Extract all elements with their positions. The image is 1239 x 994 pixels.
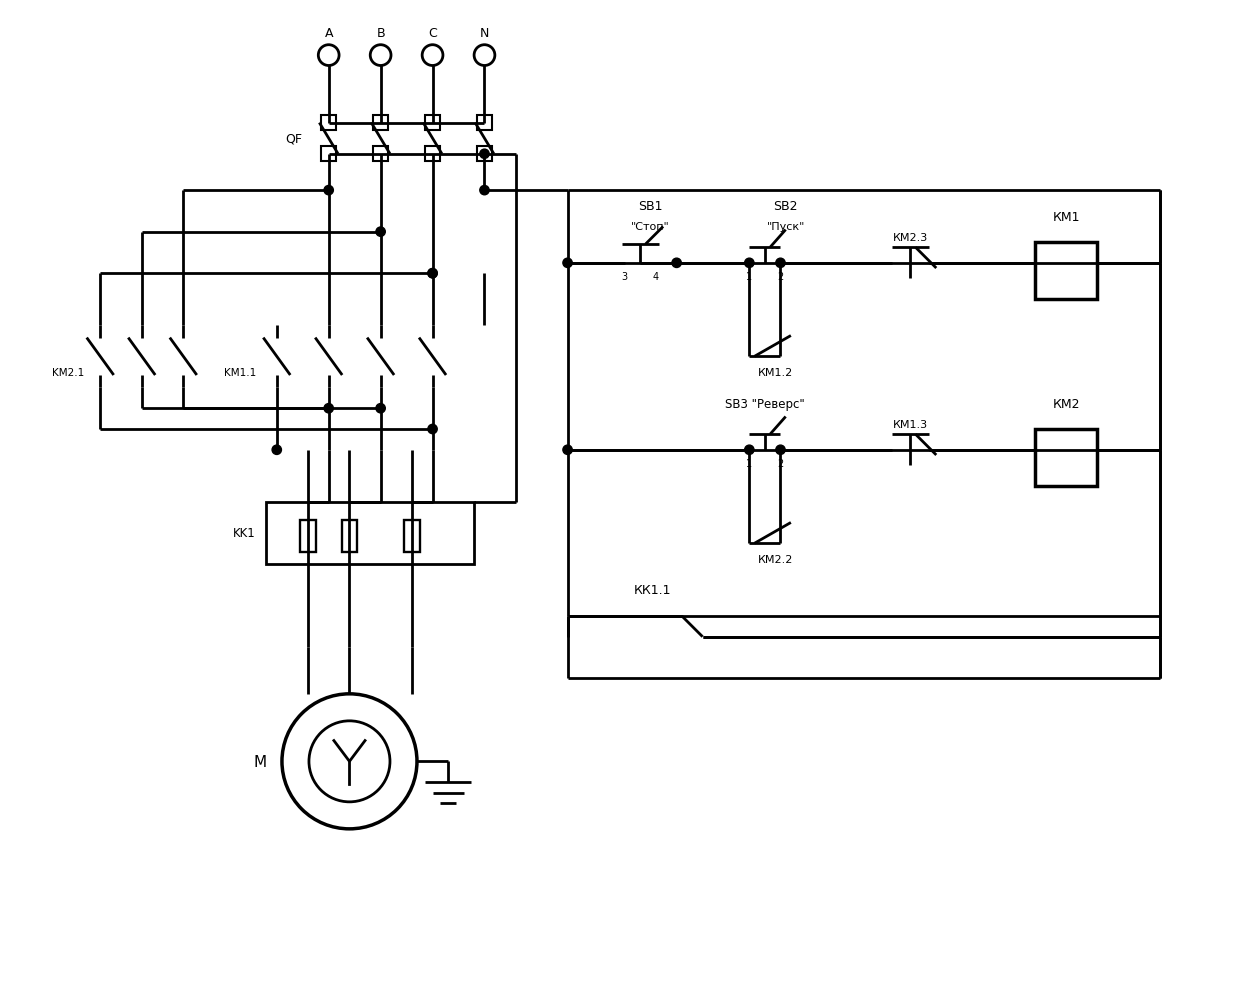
Text: КМ1: КМ1 — [1052, 211, 1080, 224]
Text: 2: 2 — [777, 459, 783, 469]
Text: KK1: KK1 — [233, 527, 256, 540]
Bar — [425, 116, 440, 131]
Text: КМ2.2: КМ2.2 — [757, 555, 793, 565]
Circle shape — [563, 258, 572, 268]
Bar — [321, 116, 336, 131]
Bar — [300, 521, 316, 552]
Bar — [373, 116, 388, 131]
Text: M: M — [253, 754, 266, 769]
Text: 1: 1 — [746, 272, 752, 282]
Bar — [477, 147, 492, 162]
Text: КМ2: КМ2 — [1052, 398, 1080, 411]
Circle shape — [479, 150, 489, 159]
Bar — [321, 147, 336, 162]
Circle shape — [427, 424, 437, 434]
Bar — [404, 521, 420, 552]
Circle shape — [375, 228, 385, 238]
Text: SB2: SB2 — [773, 200, 798, 213]
Circle shape — [776, 445, 786, 455]
Bar — [1035, 243, 1098, 300]
Bar — [373, 147, 388, 162]
Text: C: C — [429, 27, 437, 40]
Text: КМ2.3: КМ2.3 — [892, 233, 928, 243]
Circle shape — [672, 258, 681, 268]
Text: SB1: SB1 — [638, 200, 663, 213]
Text: SB3 "Реверс": SB3 "Реверс" — [725, 398, 805, 411]
Text: КК1.1: КК1.1 — [634, 583, 672, 596]
Bar — [425, 147, 440, 162]
Circle shape — [563, 445, 572, 455]
Text: 2: 2 — [777, 272, 783, 282]
Text: B: B — [377, 27, 385, 40]
Bar — [342, 521, 357, 552]
Text: "Стоп": "Стоп" — [632, 223, 670, 233]
Circle shape — [745, 445, 755, 455]
Circle shape — [325, 186, 333, 196]
Circle shape — [427, 269, 437, 278]
Text: 1: 1 — [746, 459, 752, 469]
Text: КМ1.2: КМ1.2 — [758, 368, 793, 378]
Bar — [477, 116, 492, 131]
Circle shape — [427, 269, 437, 278]
Circle shape — [273, 445, 281, 455]
Text: A: A — [325, 27, 333, 40]
Text: QF: QF — [286, 132, 302, 145]
Circle shape — [479, 186, 489, 196]
Bar — [1035, 429, 1098, 487]
Circle shape — [375, 405, 385, 414]
Circle shape — [325, 405, 333, 414]
Text: КМ1.3: КМ1.3 — [893, 419, 928, 429]
Text: KM1.1: KM1.1 — [224, 368, 256, 378]
Text: "Пуск": "Пуск" — [767, 223, 805, 233]
Circle shape — [776, 258, 786, 268]
Bar — [266, 502, 475, 565]
Text: KM2.1: KM2.1 — [52, 368, 84, 378]
Text: 3: 3 — [622, 272, 628, 282]
Circle shape — [745, 258, 755, 268]
Text: N: N — [479, 27, 489, 40]
Text: 4: 4 — [653, 272, 659, 282]
